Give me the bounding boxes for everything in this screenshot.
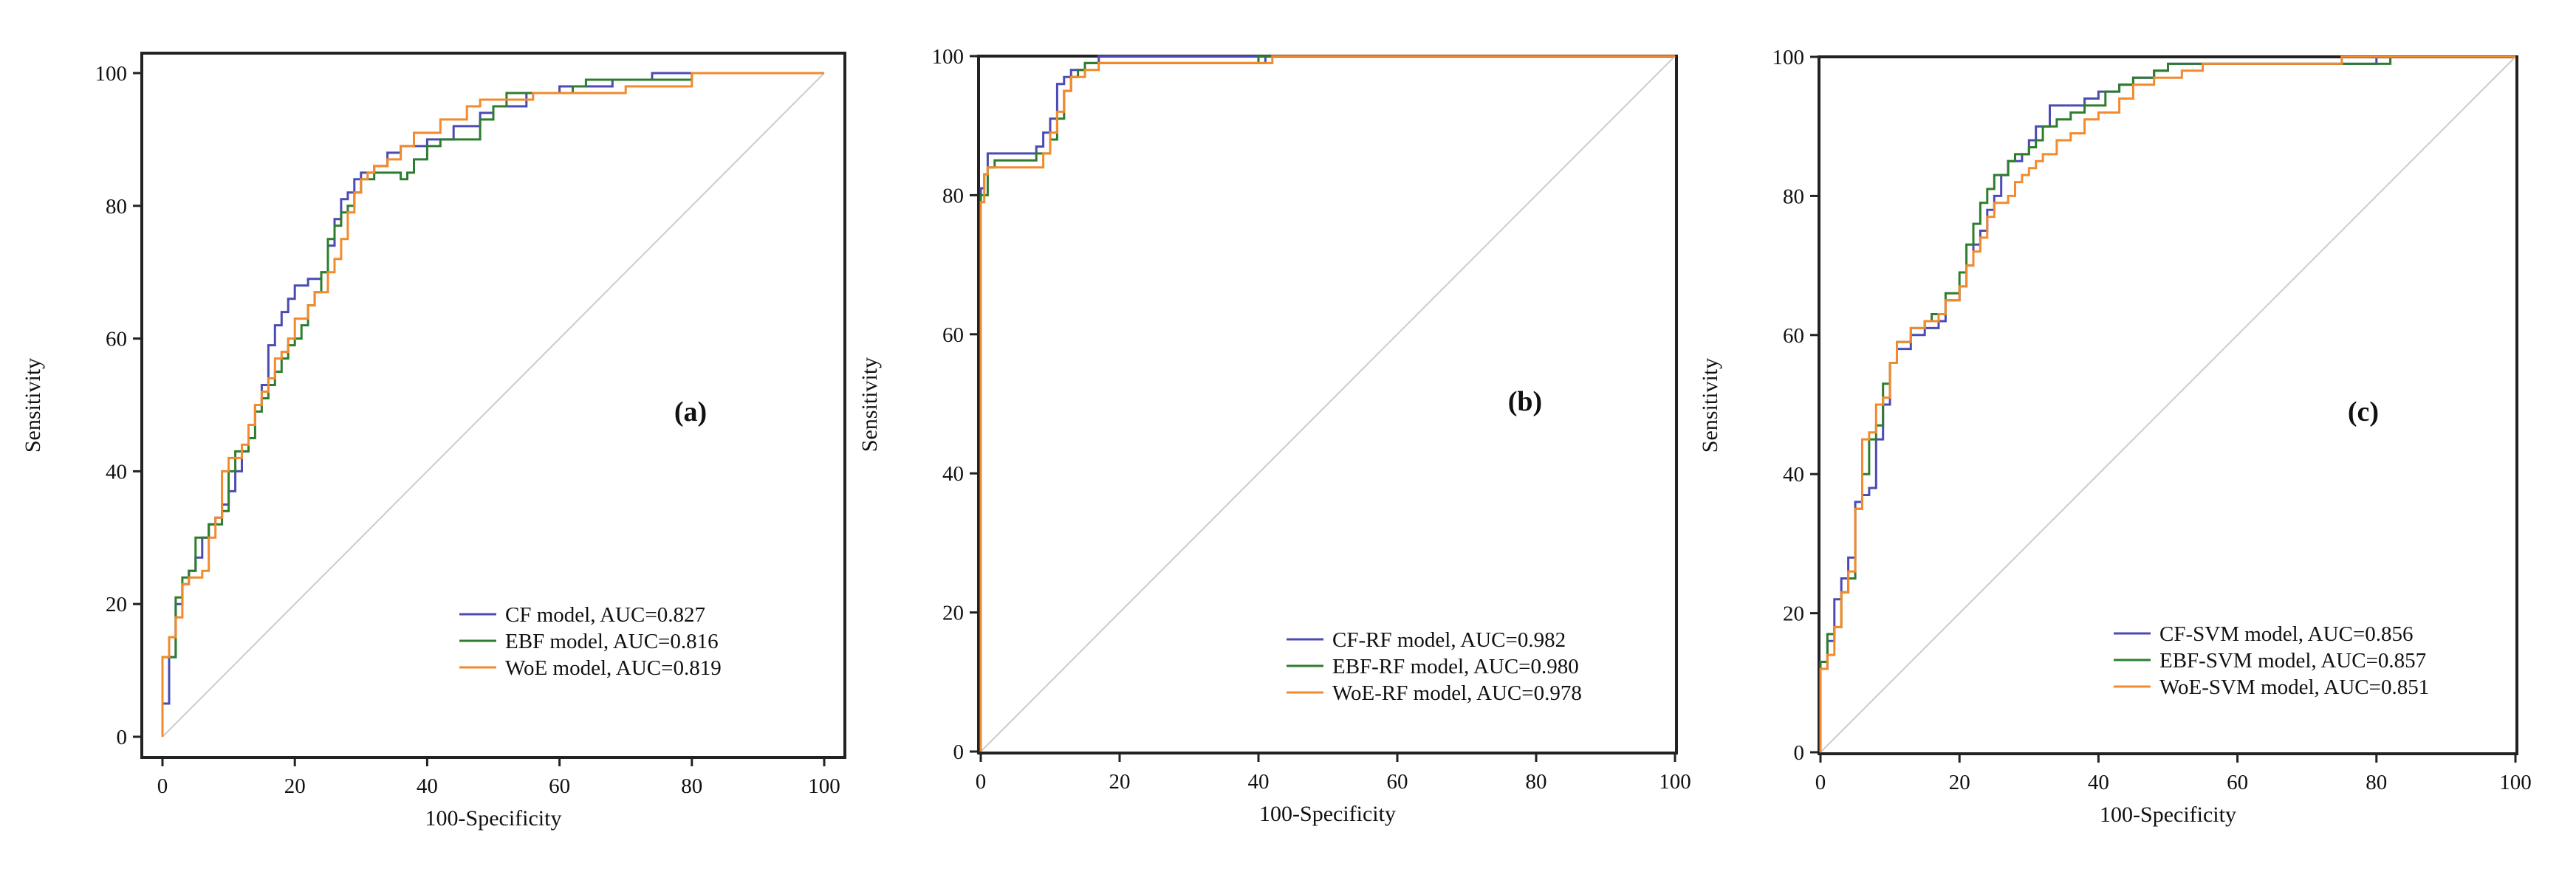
- y-axis: 0 20 40 60 80 100: [95, 62, 142, 749]
- y-tick-label: 60: [1783, 324, 1804, 348]
- panel-label: (b): [1508, 386, 1542, 417]
- y-tick-label: 60: [106, 328, 127, 351]
- roc-panel-a: 0 20 40 60 80 100 0 20 40 60 80 100 100-Specificity S…: [21, 52, 846, 831]
- y-tick-label: 40: [942, 462, 964, 486]
- y-tick-label: 20: [106, 593, 127, 616]
- x-tick-label: 20: [1949, 771, 1970, 794]
- x-tick-label: 100: [808, 774, 840, 798]
- reference-diagonal: [980, 55, 1676, 752]
- x-tick-label: 60: [549, 774, 570, 798]
- roc-curve-series-1: [979, 55, 1675, 752]
- roc-panel-c: 0 20 40 60 80 100 0 20 40 60 80 100 100-Specificity S…: [1698, 46, 2532, 827]
- y-axis: 0 20 40 60 80 100: [932, 45, 979, 764]
- y-axis-title: Sensitivity: [857, 357, 882, 452]
- x-tick-label: 80: [681, 774, 702, 798]
- legend-entry: EBF model, AUC=0.816: [505, 630, 719, 653]
- y-tick-label: 80: [942, 184, 964, 207]
- y-tick-label: 40: [1783, 463, 1804, 487]
- y-tick-label: 40: [106, 460, 127, 484]
- y-axis-title: Sensitivity: [21, 358, 45, 453]
- roc-curve-series-3: [979, 55, 1675, 752]
- y-tick-label: 20: [1783, 602, 1804, 626]
- x-axis: 0 20 40 60 80 100: [1815, 754, 2532, 794]
- legend-entry: EBF-RF model, AUC=0.980: [1332, 655, 1579, 678]
- legend-entry: CF-RF model, AUC=0.982: [1332, 628, 1566, 652]
- x-axis: 0 20 40 60 80 100: [157, 757, 840, 798]
- x-tick-label: 0: [976, 770, 987, 794]
- y-tick-label: 0: [1794, 741, 1805, 765]
- roc-panel-b: 0 20 40 60 80 100 0 20 40 60 80 100 100-Specificity S…: [857, 45, 1691, 826]
- y-tick-label: 100: [95, 62, 128, 86]
- y-tick-label: 0: [953, 740, 965, 764]
- x-tick-label: 100: [2499, 771, 2532, 794]
- y-axis: 0 20 40 60 80 100: [1772, 46, 1819, 765]
- roc-curve-series-3: [161, 72, 824, 737]
- x-axis-title: 100-Specificity: [2100, 802, 2236, 827]
- plot-frame: [1818, 55, 2518, 755]
- x-tick-label: 20: [284, 774, 306, 798]
- x-tick-label: 60: [2227, 771, 2248, 794]
- panel-label: (a): [674, 396, 707, 427]
- legend-entry: CF-SVM model, AUC=0.856: [2159, 622, 2413, 646]
- y-tick-label: 60: [942, 323, 964, 347]
- reference-diagonal: [162, 72, 825, 738]
- y-tick-label: 100: [932, 45, 965, 69]
- legend: CF-RF model, AUC=0.982 EBF-RF model, AUC=…: [1287, 628, 1582, 705]
- x-tick-label: 40: [2088, 771, 2109, 794]
- legend-entry: WoE model, AUC=0.819: [505, 656, 722, 680]
- reference-diagonal: [1820, 56, 2516, 753]
- x-tick-label: 0: [157, 774, 168, 798]
- legend-entry: EBF-SVM model, AUC=0.857: [2159, 649, 2426, 673]
- x-tick-label: 0: [1815, 771, 1826, 794]
- x-tick-label: 40: [417, 774, 438, 798]
- x-tick-label: 60: [1387, 770, 1408, 794]
- x-tick-label: 40: [1248, 770, 1270, 794]
- panel-label: (c): [2348, 396, 2379, 427]
- y-tick-label: 80: [106, 195, 127, 219]
- y-tick-label: 80: [1783, 185, 1804, 208]
- plot-frame: [140, 52, 846, 759]
- x-axis-title: 100-Specificity: [1259, 802, 1396, 826]
- y-tick-label: 0: [117, 726, 128, 749]
- x-tick-label: 100: [1659, 770, 1691, 794]
- y-tick-label: 100: [1772, 46, 1805, 69]
- legend-entry: CF model, AUC=0.827: [505, 603, 705, 627]
- x-tick-label: 80: [1526, 770, 1547, 794]
- x-axis-title: 100-Specificity: [425, 806, 562, 831]
- legend: CF model, AUC=0.827 EBF model, AUC=0.816 W…: [459, 603, 722, 680]
- legend-entry: WoE-RF model, AUC=0.978: [1332, 681, 1582, 705]
- y-tick-label: 20: [942, 602, 964, 625]
- x-tick-label: 80: [2366, 771, 2387, 794]
- x-tick-label: 20: [1109, 770, 1131, 794]
- legend: CF-SVM model, AUC=0.856 EBF-SVM model, AU…: [2114, 622, 2429, 699]
- y-axis-title: Sensitivity: [1698, 358, 1722, 453]
- x-axis: 0 20 40 60 80 100: [976, 753, 1691, 794]
- legend-entry: WoE-SVM model, AUC=0.851: [2159, 676, 2429, 699]
- roc-curve-series-3: [1819, 55, 2515, 752]
